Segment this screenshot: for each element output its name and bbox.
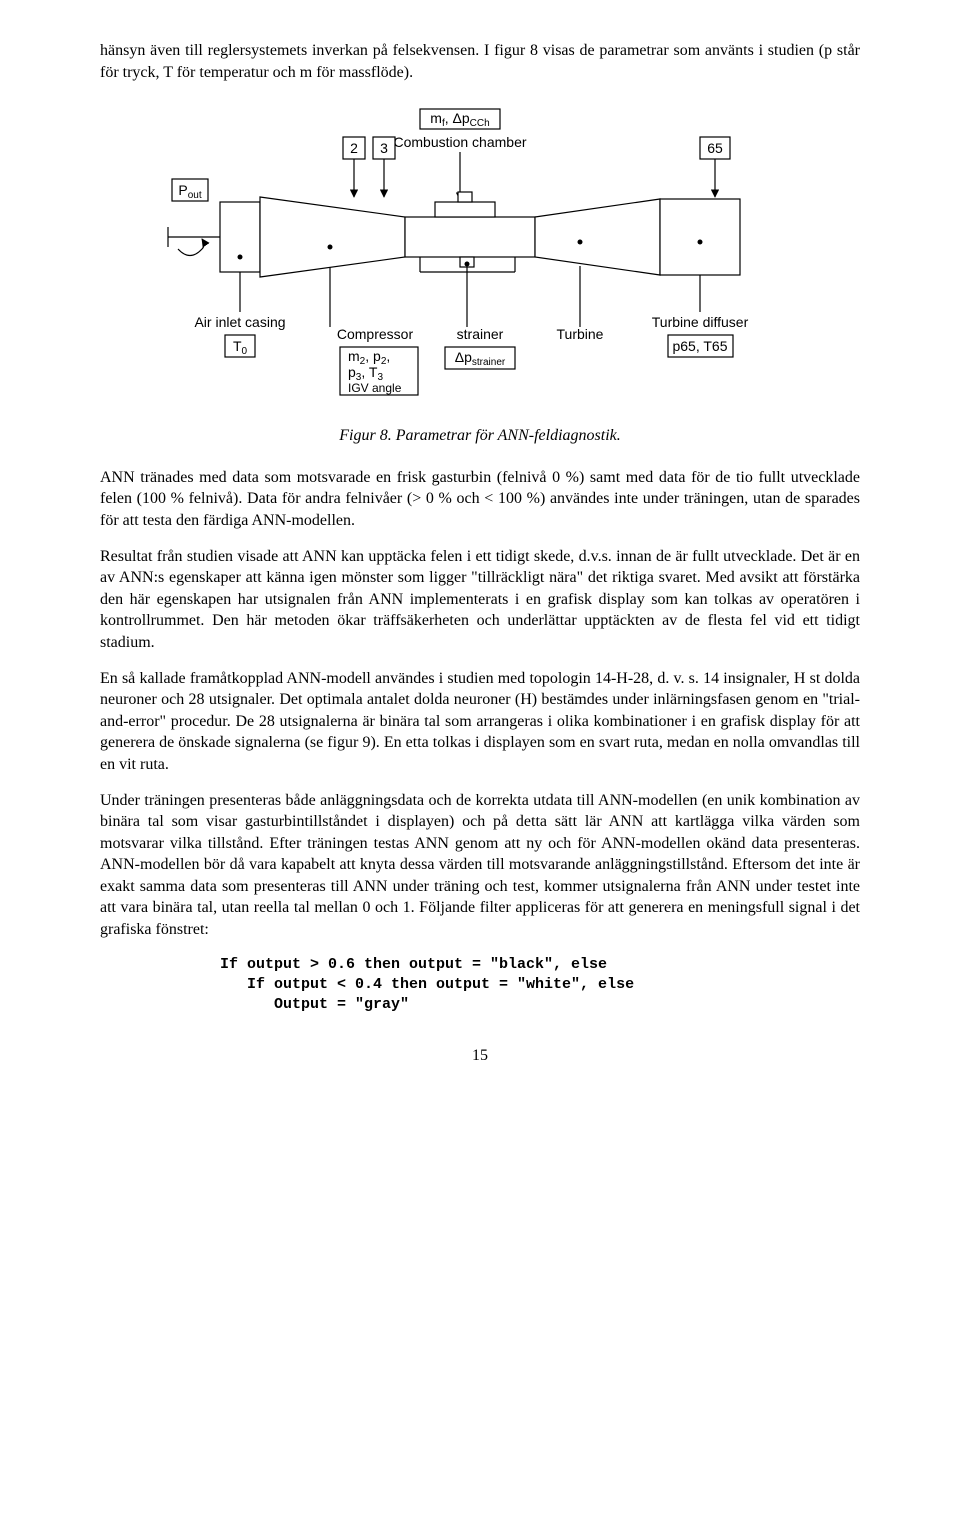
svg-text:3: 3 (380, 140, 388, 156)
svg-text:Turbine: Turbine (557, 326, 604, 342)
page-number: 15 (100, 1045, 860, 1067)
svg-text:Turbine diffuser: Turbine diffuser (652, 314, 749, 330)
svg-text:Compressor: Compressor (337, 326, 414, 342)
paragraph-3: Resultat från studien visade att ANN kan… (100, 546, 860, 654)
svg-text:Air inlet casing: Air inlet casing (194, 314, 285, 330)
svg-text:IGV angle: IGV angle (348, 381, 402, 395)
figure-8-diagram: .bx { fill:#fff; stroke:#000; stroke-wid… (120, 107, 840, 407)
code-line-1: If output > 0.6 then output = "black", e… (220, 956, 607, 973)
paragraph-2: ANN tränades med data som motsvarade en … (100, 467, 860, 532)
combustion-label: Combustion chamber (393, 134, 526, 150)
code-line-3: Output = "gray" (220, 996, 409, 1013)
svg-text:65: 65 (707, 140, 723, 156)
filter-code-block: If output > 0.6 then output = "black", e… (220, 955, 860, 1016)
paragraph-4: En så kallade framåtkopplad ANN-modell a… (100, 668, 860, 776)
code-line-2: If output < 0.4 then output = "white", e… (220, 976, 634, 993)
svg-text:2: 2 (350, 140, 358, 156)
paragraph-5: Under träningen presenteras både anläggn… (100, 790, 860, 941)
svg-text:strainer: strainer (457, 326, 504, 342)
figure-8-caption: Figur 8. Parametrar för ANN-feldiagnosti… (100, 425, 860, 447)
intro-paragraph: hänsyn även till reglersystemets inverka… (100, 40, 860, 83)
svg-text:p65, T65: p65, T65 (672, 338, 727, 354)
